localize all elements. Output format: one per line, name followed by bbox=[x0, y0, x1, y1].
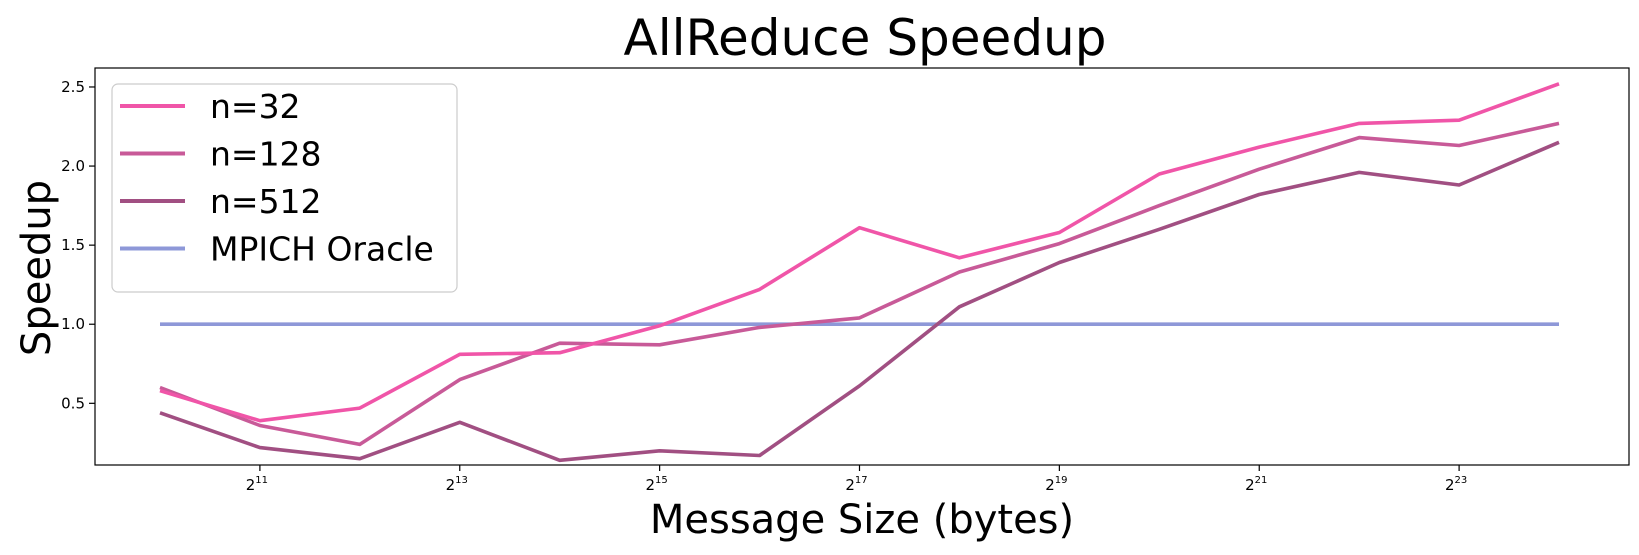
x-tick-label: 213 bbox=[446, 475, 468, 494]
x-tick-label: 223 bbox=[1445, 475, 1467, 494]
series-line-n-128 bbox=[159, 121, 1560, 447]
plot-frame bbox=[94, 67, 1630, 466]
y-tick-label: 0.5 bbox=[61, 394, 85, 412]
x-axis-ticks: 211 213 215 217 219 221 223 bbox=[246, 465, 1467, 494]
y-axis-ticks: 0.5 1.0 1.5 2.0 2.5 bbox=[61, 78, 95, 412]
legend-label: n=512 bbox=[210, 182, 322, 221]
x-tick-label: 215 bbox=[645, 475, 667, 494]
legend-label: MPICH Oracle bbox=[210, 230, 434, 269]
x-tick-label: 219 bbox=[1045, 475, 1067, 494]
y-tick-label: 1.0 bbox=[61, 315, 85, 333]
x-axis-label: Message Size (bytes) bbox=[650, 497, 1074, 543]
plot-area bbox=[94, 67, 1630, 466]
y-axis-label: Speedup bbox=[14, 180, 60, 356]
y-tick-label: 2.5 bbox=[61, 78, 85, 96]
x-tick-label: 221 bbox=[1245, 475, 1267, 494]
series-line-n-32 bbox=[159, 82, 1560, 423]
chart-legend: n=32 n=128 n=512 MPICH Oracle bbox=[111, 83, 458, 293]
series-line-n-512 bbox=[159, 140, 1560, 463]
x-tick-label: 211 bbox=[246, 475, 268, 494]
y-tick-label: 2.0 bbox=[61, 157, 85, 175]
y-tick-label: 1.5 bbox=[61, 236, 85, 254]
x-tick-label: 217 bbox=[845, 475, 867, 494]
legend-box bbox=[111, 83, 458, 293]
legend-label: n=128 bbox=[210, 135, 322, 174]
legend-label: n=32 bbox=[210, 87, 301, 126]
chart-title: AllReduce Speedup bbox=[624, 9, 1107, 67]
series-lines bbox=[159, 82, 1560, 463]
